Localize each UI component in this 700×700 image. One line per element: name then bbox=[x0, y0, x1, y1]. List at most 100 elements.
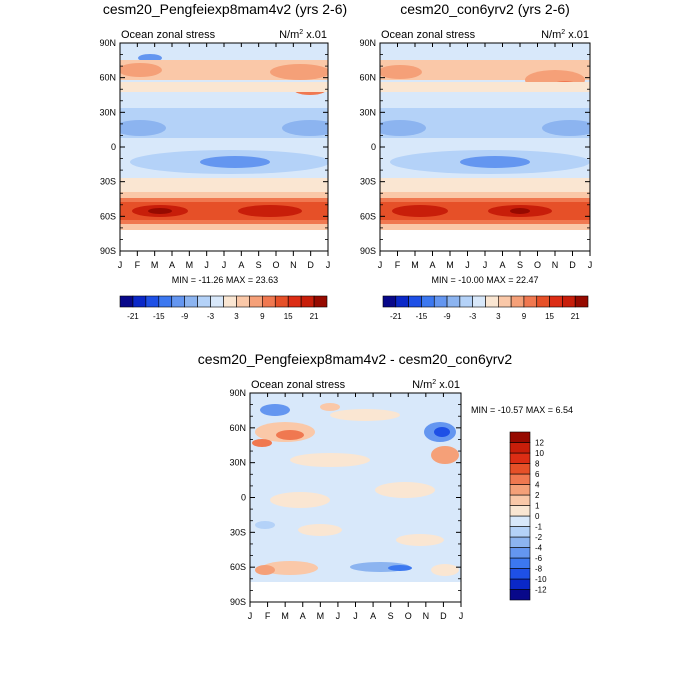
p3-xtick-label: A bbox=[370, 611, 376, 621]
p2-ytick-label: 30N bbox=[359, 107, 376, 117]
panel3-variable-label: Ocean zonal stress bbox=[251, 379, 346, 391]
p3-xtick-label: J bbox=[248, 611, 253, 621]
cb2-swatch bbox=[562, 295, 576, 308]
panel3-blob-arctic-left bbox=[260, 404, 290, 416]
cb2-swatch bbox=[549, 295, 563, 308]
p2-ytick-label: 0 bbox=[371, 142, 376, 152]
cb3-label: 0 bbox=[535, 512, 540, 521]
cb1-swatch bbox=[249, 295, 263, 308]
cb3-swatch bbox=[509, 589, 531, 601]
panel2-variable-label: Ocean zonal stress bbox=[381, 29, 476, 41]
panel2-band-45n bbox=[380, 82, 590, 92]
panel2-band-65s bbox=[380, 224, 590, 230]
cb2-swatch bbox=[574, 295, 589, 308]
cb1-label: 15 bbox=[284, 312, 293, 321]
p1-xtick-label: F bbox=[135, 260, 141, 270]
cb2-swatch bbox=[485, 295, 499, 308]
p2-xtick-label: M bbox=[446, 260, 454, 270]
panel2-blob-55s-max bbox=[510, 208, 530, 214]
cb1-swatch bbox=[236, 295, 250, 308]
cb3-swatch bbox=[509, 578, 531, 590]
cb1-swatch bbox=[184, 295, 198, 308]
panel2-field bbox=[380, 43, 590, 251]
cb3-swatch bbox=[509, 568, 531, 580]
panel1-blob-15n-right bbox=[282, 120, 328, 136]
cb2-label: -21 bbox=[390, 312, 402, 321]
p3-xtick-label: J bbox=[459, 611, 464, 621]
panel3-blob-15s-blue bbox=[255, 521, 275, 529]
cb1-swatch bbox=[158, 295, 173, 308]
p1-xtick-label: A bbox=[169, 260, 175, 270]
p2-xtick-label: J bbox=[483, 260, 488, 270]
cb2-swatch bbox=[446, 295, 461, 308]
cb3-label: 10 bbox=[535, 449, 544, 458]
cb1-swatch bbox=[132, 295, 147, 308]
p1-xtick-label: J bbox=[326, 260, 331, 270]
cb3-swatch bbox=[509, 452, 531, 464]
panel1-blob-55s-right bbox=[238, 205, 302, 217]
panel3-blob-45n bbox=[290, 453, 370, 467]
cb3-label: 8 bbox=[535, 460, 540, 469]
panel3-blob-55s-right bbox=[431, 564, 459, 576]
cb3-label: 2 bbox=[535, 491, 540, 500]
p1-xtick-label: N bbox=[290, 260, 297, 270]
p3-ytick-label: 30N bbox=[229, 458, 246, 468]
panel2-blob-15n-left bbox=[380, 120, 426, 136]
panel1-antarctic-mask bbox=[120, 230, 328, 251]
p2-ytick-label: 60S bbox=[360, 211, 376, 221]
p1-ytick-label: 30S bbox=[100, 177, 116, 187]
panel1-blob-15s-core bbox=[200, 156, 270, 168]
cb2-swatch bbox=[433, 295, 448, 308]
cb3-label: -6 bbox=[535, 554, 543, 563]
panel3-y-axis: 90N 60N 30N 0 30S 60S 90S bbox=[229, 388, 461, 607]
panel1-field bbox=[120, 43, 328, 251]
panel3-blob-55s-cold-core bbox=[388, 565, 412, 571]
p3-ytick-label: 90S bbox=[230, 597, 246, 607]
cb1-swatch bbox=[210, 295, 224, 308]
cb1-label: 21 bbox=[310, 312, 319, 321]
p1-ytick-label: 60N bbox=[99, 73, 116, 83]
cb2-swatch bbox=[523, 295, 538, 308]
p2-ytick-label: 90S bbox=[360, 246, 376, 256]
p1-ytick-label: 60S bbox=[100, 211, 116, 221]
p3-xtick-label: J bbox=[353, 611, 358, 621]
cb3-label: -4 bbox=[535, 544, 543, 553]
p2-xtick-label: N bbox=[552, 260, 559, 270]
panel1-variable-label: Ocean zonal stress bbox=[121, 29, 216, 41]
panel2-blob-55s-left bbox=[392, 205, 448, 217]
p1-xtick-label: J bbox=[222, 260, 227, 270]
p1-xtick-label: D bbox=[307, 260, 314, 270]
panel3-blob-45n-warm bbox=[431, 446, 459, 464]
panel1-units-label: N/m2 x.01 bbox=[279, 29, 327, 41]
cb3-label: -12 bbox=[535, 586, 547, 595]
p1-xtick-label: M bbox=[186, 260, 194, 270]
p3-ytick-label: 60S bbox=[230, 562, 246, 572]
panel3-field bbox=[250, 393, 461, 602]
panel3-title: cesm20_Pengfeiexp8mam4v2 - cesm20_con6yr… bbox=[198, 351, 513, 367]
p2-xtick-label: J bbox=[465, 260, 470, 270]
cb3-label: -10 bbox=[535, 575, 547, 584]
p1-xtick-label: A bbox=[238, 260, 244, 270]
cb3-swatch bbox=[509, 473, 531, 485]
cb1-swatch bbox=[262, 295, 276, 308]
p1-ytick-label: 30N bbox=[99, 107, 116, 117]
cb3-swatch bbox=[509, 494, 531, 506]
p1-ytick-label: 90N bbox=[99, 38, 116, 48]
panel3-blob-arctic-warm bbox=[320, 403, 340, 411]
p2-xtick-label: A bbox=[499, 260, 505, 270]
panel2-blob-60n-left bbox=[380, 65, 422, 79]
cb3-label: 4 bbox=[535, 481, 540, 490]
cb1-swatch bbox=[145, 295, 160, 308]
cb2-swatch bbox=[510, 295, 525, 308]
cb1-label: -9 bbox=[181, 312, 189, 321]
panel3-blob-55s-core bbox=[255, 565, 275, 575]
cb2-label: 15 bbox=[545, 312, 554, 321]
p2-xtick-label: J bbox=[378, 260, 383, 270]
cb1-swatch bbox=[171, 295, 185, 308]
panel1-band-65s bbox=[120, 224, 328, 230]
panel1-y-axis: 90N 60N 30N 0 30S 60S 90S bbox=[99, 38, 328, 256]
cb1-label: 9 bbox=[260, 312, 265, 321]
